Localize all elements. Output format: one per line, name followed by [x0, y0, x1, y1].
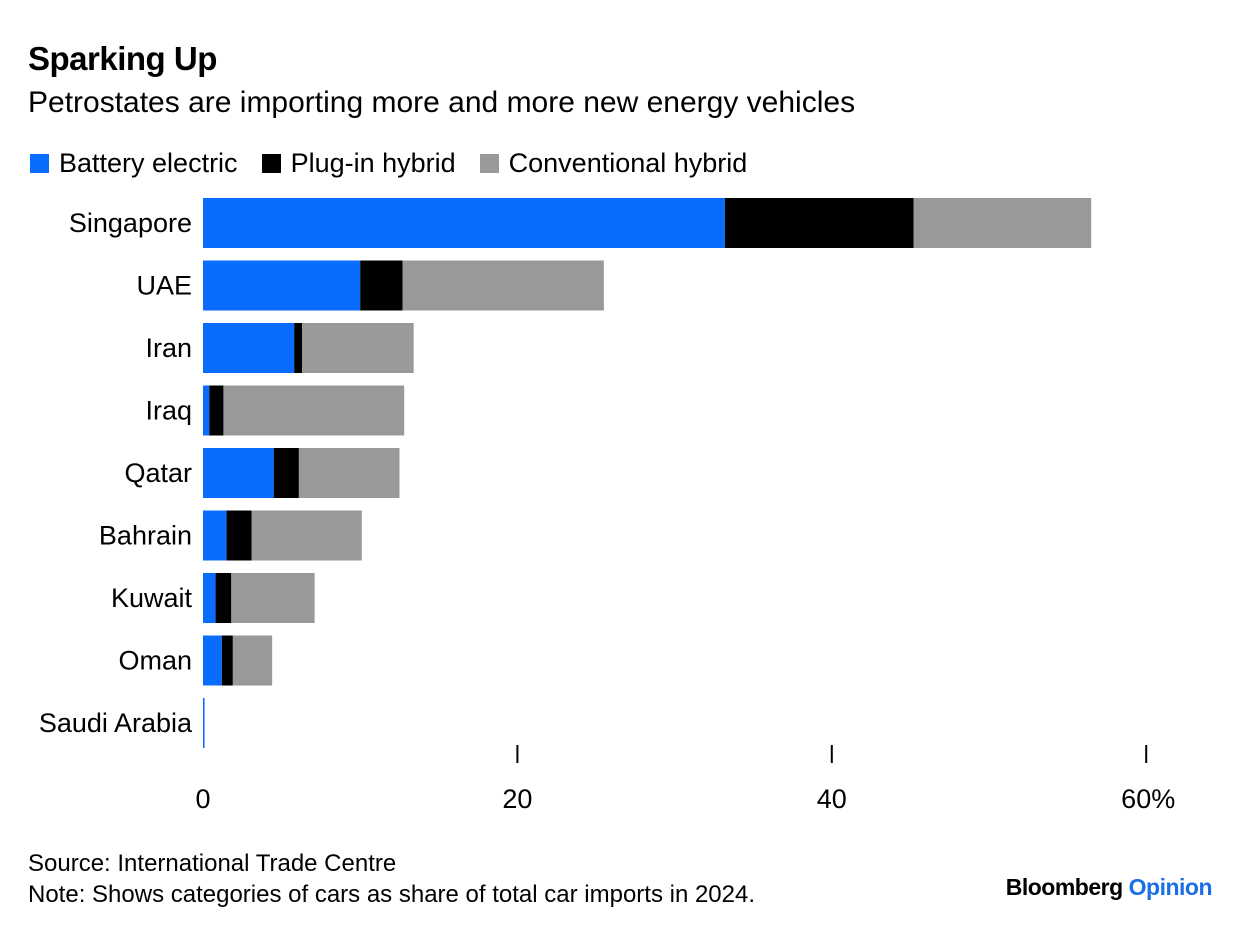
x-tick-label-20: 20: [502, 784, 532, 814]
legend-label-battery-electric: Battery electric: [59, 148, 238, 178]
brand-name: Bloomberg: [1005, 874, 1123, 900]
bar-kuwait-conventional-hybrid: [231, 573, 315, 623]
legend-label-conventional-hybrid: Conventional hybrid: [508, 148, 748, 178]
legend-item-conventional-hybrid: Conventional hybrid: [479, 148, 748, 179]
footer: Source: International Trade Centre Note:…: [28, 848, 755, 910]
bar-oman-plug-in-hybrid: [221, 635, 233, 686]
bar-iran-battery-electric: [203, 323, 295, 373]
category-label-saudi-arabia: Saudi Arabia: [39, 708, 193, 738]
bar-chart: Singapore UAE Iran Iraq Qatar Bahrain Kuwait Om…: [39, 198, 1175, 814]
bar-kuwait-plug-in-hybrid: [215, 573, 232, 623]
category-label-oman: Oman: [118, 646, 192, 676]
legend: Battery electric Plug-in hybrid Conventi…: [30, 148, 771, 179]
bar-uae-plug-in-hybrid: [360, 260, 403, 311]
legend-swatch-plug-in-hybrid: [261, 154, 281, 173]
bar-qatar-conventional-hybrid: [298, 448, 400, 498]
bar-singapore-conventional-hybrid: [913, 198, 1092, 248]
category-label-bahrain: Bahrain: [99, 521, 192, 551]
bar-singapore-plug-in-hybrid: [724, 198, 914, 248]
bar-singapore-battery-electric: [203, 198, 725, 248]
bar-iraq-plug-in-hybrid: [209, 385, 224, 436]
category-label-uae: UAE: [136, 271, 192, 301]
legend-item-plug-in-hybrid: Plug-in hybrid: [261, 148, 456, 179]
bar-kuwait-battery-electric: [203, 573, 216, 623]
legend-swatch-conventional-hybrid: [479, 154, 499, 173]
bar-oman-battery-electric: [203, 635, 222, 686]
brand-logo: Bloomberg Opinion: [1005, 874, 1213, 901]
brand-suffix: Opinion: [1128, 874, 1213, 900]
x-tick-label-40: 40: [817, 784, 847, 814]
bar-qatar-plug-in-hybrid: [273, 448, 299, 498]
category-label-qatar: Qatar: [124, 458, 192, 488]
bar-bahrain-conventional-hybrid: [251, 510, 362, 561]
x-tick-label-60: 60%: [1121, 784, 1175, 814]
category-label-singapore: Singapore: [69, 208, 192, 238]
footnote: Note: Shows categories of cars as share …: [28, 881, 756, 908]
chart-subtitle: Petrostates are importing more and more …: [28, 86, 856, 119]
category-label-iraq: Iraq: [145, 396, 192, 426]
legend-item-battery-electric: Battery electric: [30, 148, 238, 179]
bar-bahrain-plug-in-hybrid: [226, 510, 252, 561]
source-note: Source: International Trade Centre: [28, 850, 397, 877]
bar-oman-conventional-hybrid: [232, 635, 273, 686]
bar-uae-conventional-hybrid: [402, 260, 604, 311]
bar-uae-battery-electric: [203, 260, 361, 311]
chart-title: Sparking Up: [28, 40, 217, 77]
legend-swatch-battery-electric: [30, 154, 49, 173]
x-tick-label-0: 0: [195, 784, 210, 814]
bar-bahrain-battery-electric: [203, 510, 227, 561]
category-label-kuwait: Kuwait: [111, 583, 193, 613]
bar-qatar-battery-electric: [203, 448, 274, 498]
legend-label-plug-in-hybrid: Plug-in hybrid: [290, 148, 456, 178]
category-label-iran: Iran: [145, 333, 192, 363]
bar-iraq-conventional-hybrid: [223, 385, 405, 436]
bar-saudi-arabia-battery-electric: [203, 698, 205, 748]
bar-iran-plug-in-hybrid: [294, 323, 303, 373]
bar-iran-conventional-hybrid: [302, 323, 414, 373]
bar-iraq-battery-electric: [203, 385, 210, 436]
